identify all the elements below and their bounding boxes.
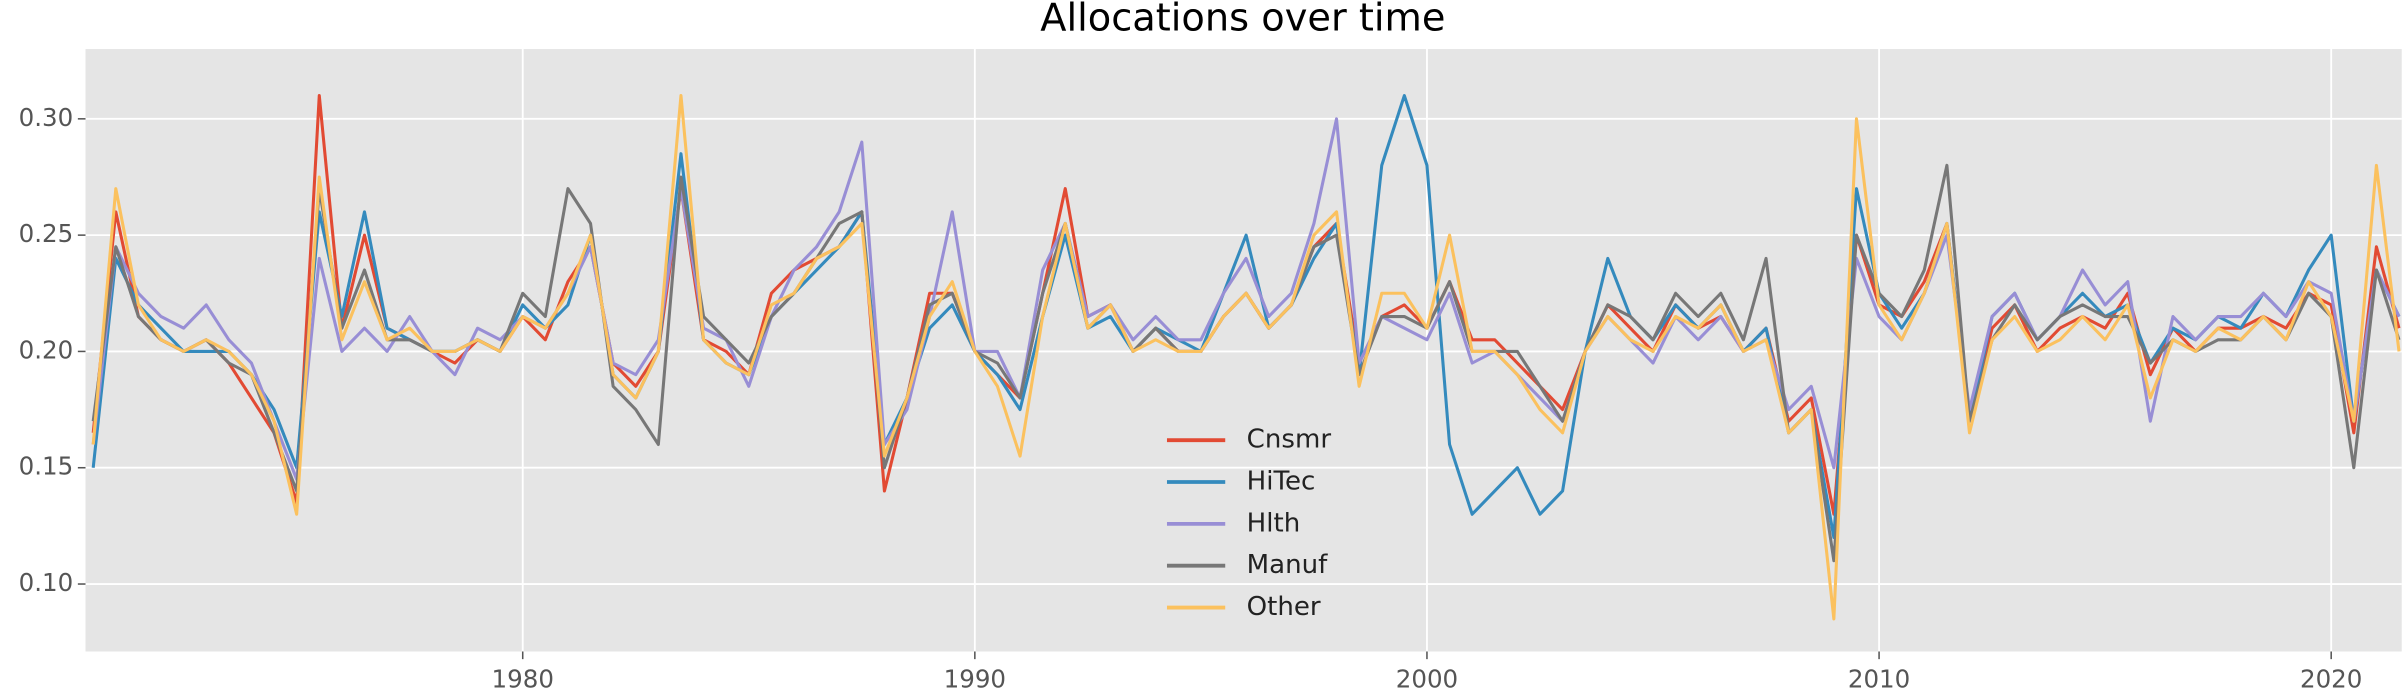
series-line <box>91 117 2401 481</box>
series-line <box>91 94 2401 621</box>
plot-lines <box>91 94 2401 621</box>
legend-label: HiTec <box>1247 467 1316 497</box>
y-tick-label: 0.30 <box>19 103 74 132</box>
legend-label: Hlth <box>1247 508 1301 538</box>
y-tick-label: 0.15 <box>19 452 74 481</box>
x-tick-label: 1990 <box>944 665 1006 694</box>
x-tick-label: 2000 <box>1396 665 1458 694</box>
legend-label: Other <box>1247 592 1321 622</box>
y-tick-label: 0.25 <box>19 219 74 248</box>
y-tick-label: 0.20 <box>19 335 74 364</box>
y-tick-label: 0.10 <box>19 568 74 597</box>
x-tick-label: 2010 <box>1848 665 1910 694</box>
plot-area <box>85 49 2402 652</box>
legend-label: Manuf <box>1247 550 1328 580</box>
legend-label: Cnsmr <box>1247 425 1332 455</box>
x-tick-label: 2020 <box>2300 665 2362 694</box>
x-tick-label: 1980 <box>492 665 554 694</box>
chart-title: Allocations over time <box>1040 0 1445 40</box>
